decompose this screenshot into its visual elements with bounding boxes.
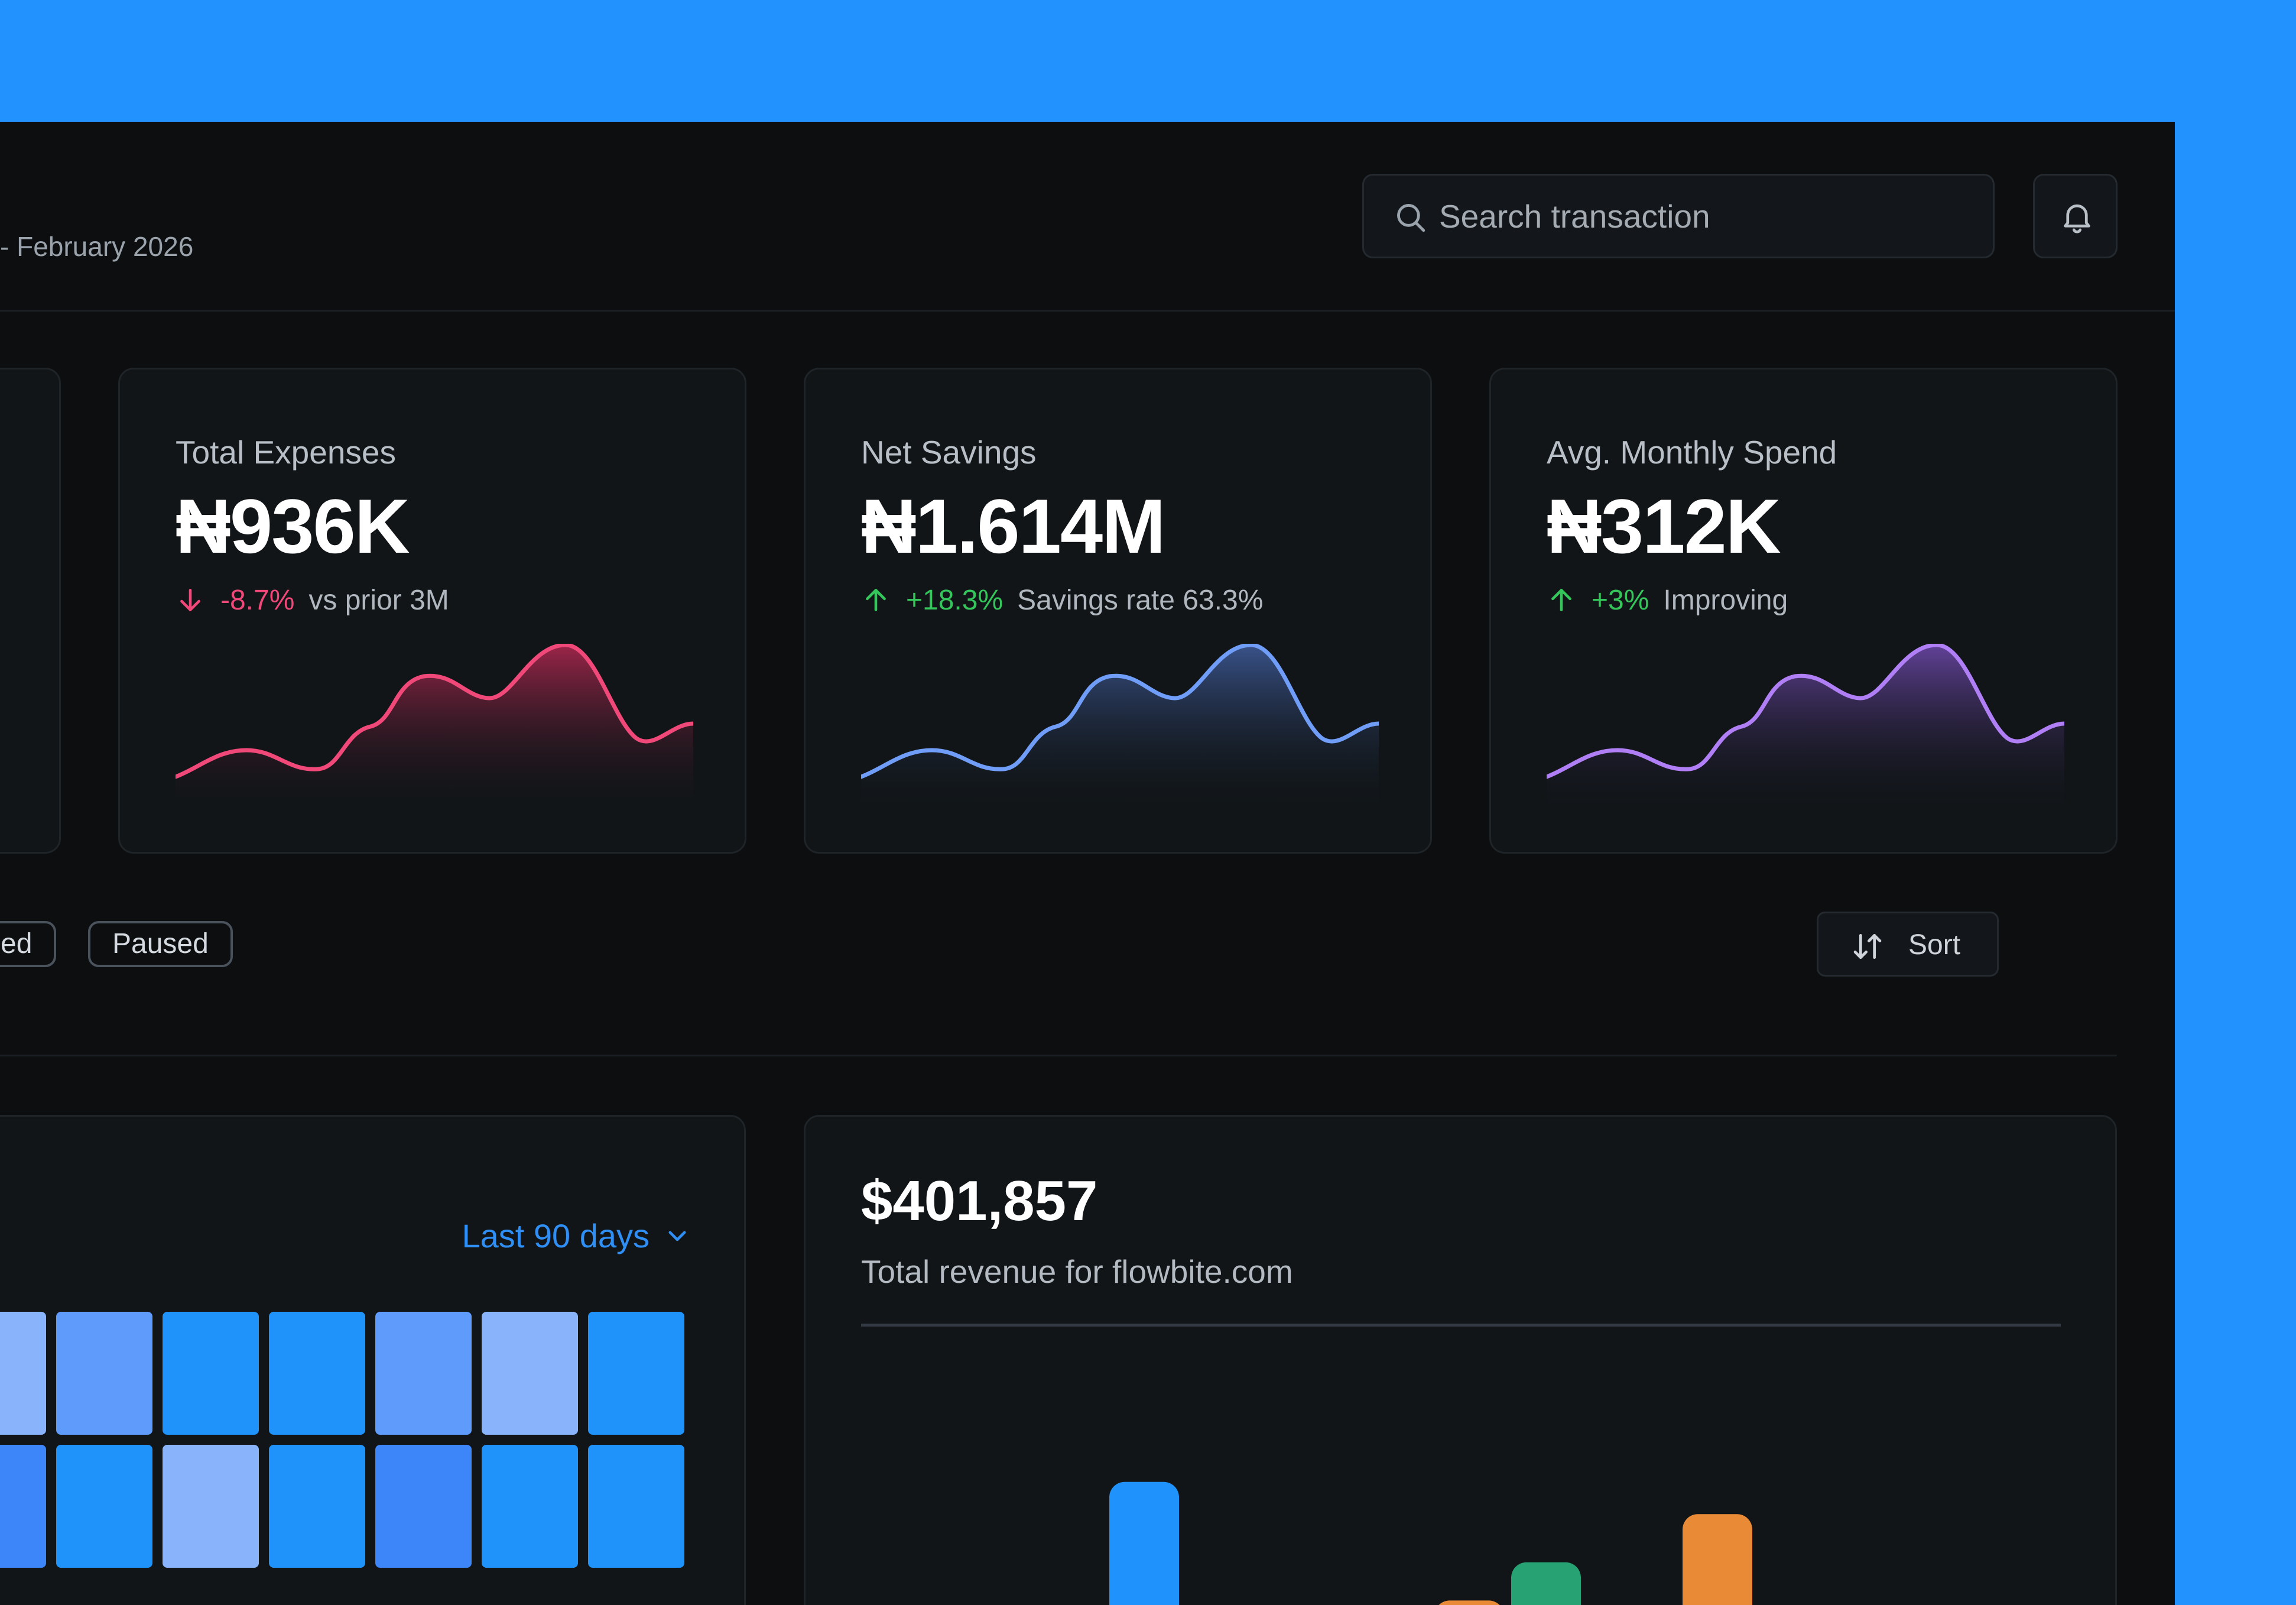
heatmap-cell[interactable] — [375, 1445, 472, 1568]
stat-card-net-savings: Net Savings ₦1.614M +18.3% Savings rate … — [804, 368, 1432, 854]
heatmap-cell[interactable] — [163, 1445, 259, 1568]
delta-note: Savings rate 63.3% — [1017, 584, 1264, 616]
delta-percent: -8.7% — [220, 584, 295, 616]
heatmap-cell[interactable] — [56, 1445, 152, 1568]
heatmap-cell[interactable] — [482, 1445, 578, 1568]
revenue-total: $401,857 — [861, 1169, 1098, 1233]
heatmap-cell[interactable] — [482, 1312, 578, 1435]
revenue-bar[interactable] — [1511, 1562, 1581, 1605]
search-box[interactable] — [1362, 174, 1995, 258]
filter-chip-paused[interactable]: Paused — [88, 921, 233, 967]
delta-note: Improving — [1663, 584, 1788, 616]
delta-percent: +3% — [1592, 584, 1649, 616]
chevron-down-icon — [668, 1231, 686, 1241]
arrow-down-icon — [180, 589, 200, 611]
monthly-spend-sparkline — [1547, 644, 2064, 815]
date-range-dropdown[interactable]: Last 90 days — [462, 1215, 690, 1256]
heatmap-cell[interactable] — [163, 1312, 259, 1435]
dashboard-panel: - February 2026 Total Expenses ₦936K -8.… — [0, 122, 2175, 1605]
card-value: ₦936K — [176, 483, 410, 569]
search-input[interactable] — [1439, 176, 1971, 257]
arrow-up-icon — [1551, 589, 1571, 611]
card-delta: +3% Improving — [1547, 582, 1788, 618]
card-delta: -8.7% vs prior 3M — [176, 582, 449, 618]
stat-card-total-expenses: Total Expenses ₦936K -8.7% vs prior 3M — [118, 368, 746, 854]
sort-label: Sort — [1908, 929, 1961, 961]
expenses-sparkline — [176, 644, 693, 815]
revenue-bar-chart — [1109, 1481, 1752, 1605]
partial-sparkline — [0, 853, 3, 854]
date-range-label: - February 2026 — [0, 231, 194, 262]
stat-card-partial — [0, 368, 61, 854]
section-divider — [0, 1055, 2117, 1056]
card-value: ₦312K — [1547, 483, 1781, 569]
revenue-bar[interactable] — [1683, 1514, 1752, 1605]
search-icon — [1397, 204, 1425, 232]
bell-icon — [2064, 204, 2090, 234]
heatmap-cell[interactable] — [588, 1445, 684, 1568]
revenue-bar[interactable] — [1109, 1481, 1179, 1605]
card-title: Total Expenses — [176, 434, 396, 471]
card-title: Net Savings — [861, 434, 1037, 471]
sort-button[interactable]: Sort — [1817, 912, 1999, 977]
revenue-label: Total revenue for flowbite.com — [861, 1253, 1293, 1290]
heatmap-cell[interactable] — [0, 1445, 46, 1568]
heatmap-cell[interactable] — [269, 1445, 365, 1568]
filter-chip[interactable]: ed — [0, 921, 57, 967]
heatmap-cell[interactable] — [269, 1312, 365, 1435]
range-label: Last 90 days — [462, 1217, 649, 1254]
heatmap-cell[interactable] — [0, 1312, 46, 1435]
delta-note: vs prior 3M — [308, 584, 449, 616]
card-delta: +18.3% Savings rate 63.3% — [861, 582, 1263, 618]
stat-card-avg-monthly-spend: Avg. Monthly Spend ₦312K +3% Improving — [1489, 368, 2118, 854]
card-title: Avg. Monthly Spend — [1547, 434, 1837, 471]
activity-heatmap-card: Last 90 days — [0, 1115, 746, 1605]
sort-arrows-icon — [1853, 934, 1882, 959]
heatmap-cell[interactable] — [56, 1312, 152, 1435]
header-divider — [0, 310, 2175, 312]
arrow-up-icon — [866, 589, 886, 611]
heatmap-cell[interactable] — [588, 1312, 684, 1435]
revenue-divider — [861, 1324, 2061, 1327]
heatmap-cell[interactable] — [375, 1312, 472, 1435]
delta-percent: +18.3% — [906, 584, 1004, 616]
revenue-bar[interactable] — [1434, 1600, 1504, 1605]
card-value: ₦1.614M — [861, 483, 1165, 569]
savings-sparkline — [861, 644, 1379, 815]
notifications-button[interactable] — [2033, 174, 2118, 258]
revenue-card: $401,857 Total revenue for flowbite.com — [804, 1115, 2117, 1605]
